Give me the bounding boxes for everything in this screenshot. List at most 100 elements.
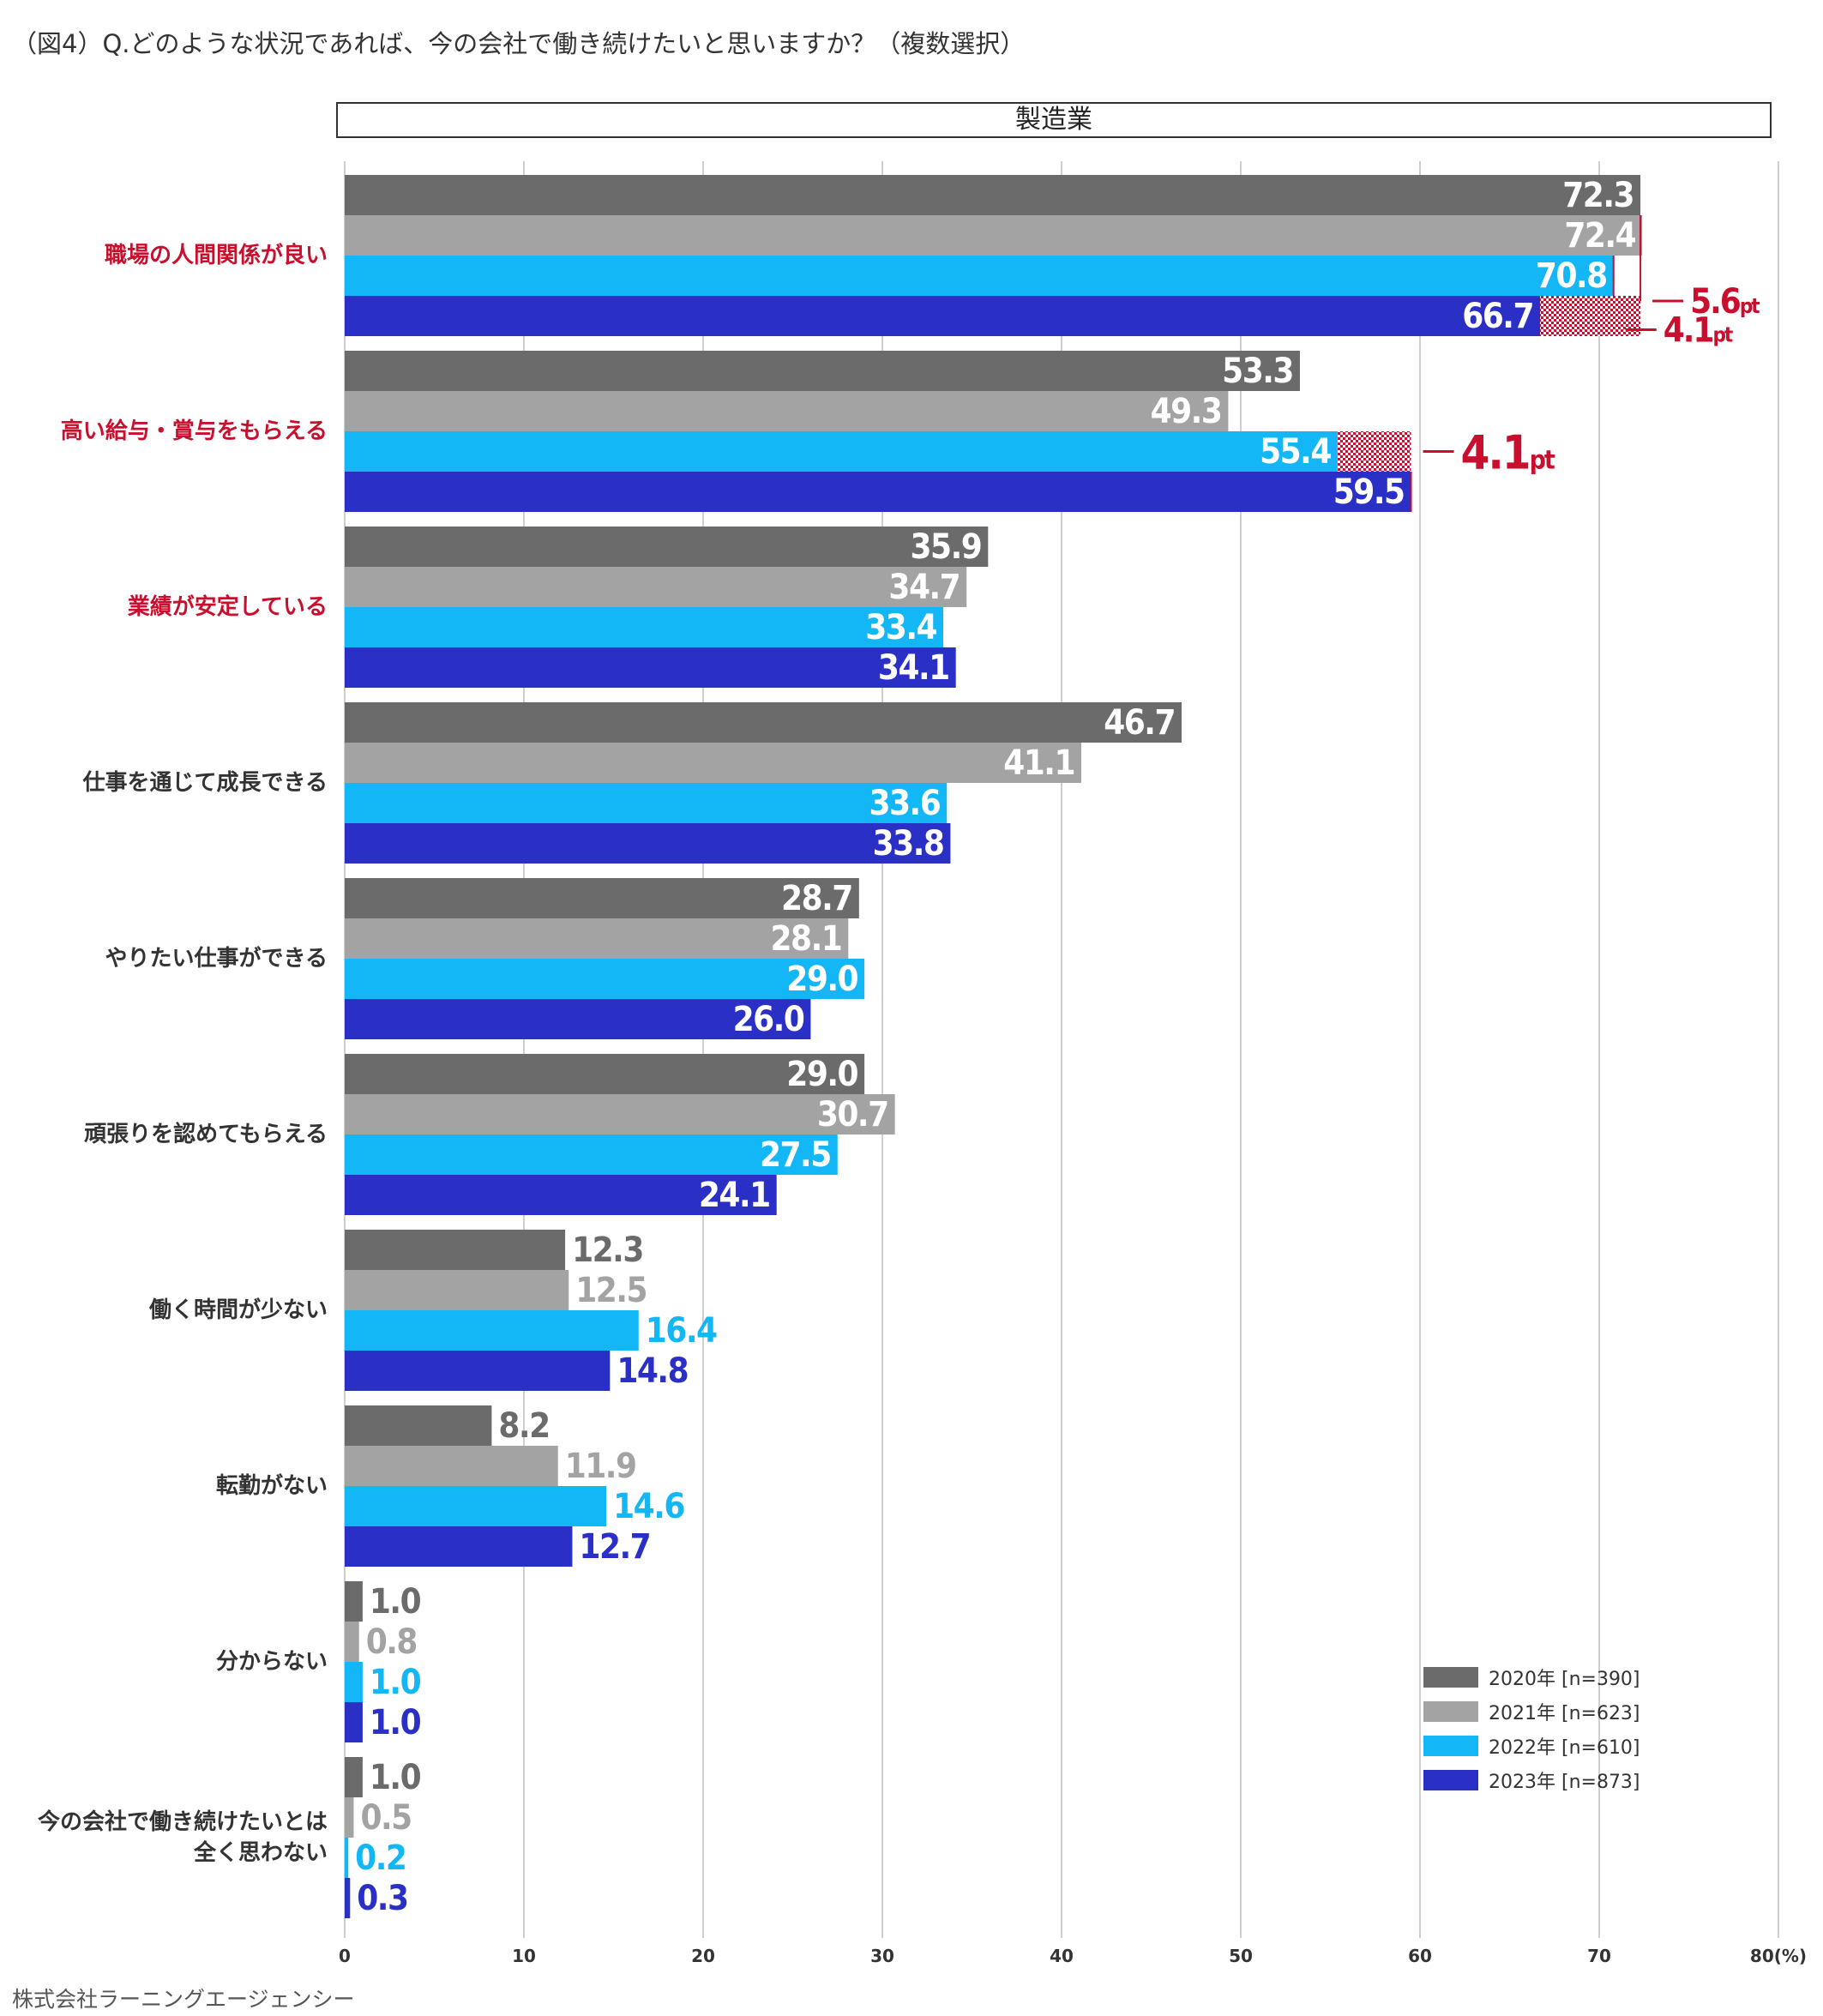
value-label-2022: 0.2 (355, 1838, 406, 1878)
category-label-line: 職場の人間関係が良い (104, 243, 328, 268)
category-label: 仕事を通じて成長できる (83, 767, 328, 798)
bar-2022 (345, 431, 1338, 472)
bar-2020 (345, 1757, 363, 1797)
value-label-2021: 41.1 (1003, 743, 1074, 783)
value-label-2022: 16.4 (646, 1311, 717, 1351)
x-axis-ticks: 0 10 20 30 40 50 60 70 80(%) (339, 1946, 1807, 1966)
x-tick-label: 0 (339, 1946, 351, 1966)
value-label-2023: 12.7 (579, 1527, 650, 1567)
value-label-2022: 55.4 (1260, 432, 1331, 472)
x-tick-label: 20 (691, 1946, 715, 1966)
value-label-2021: 11.9 (565, 1447, 636, 1486)
category-label: 分からない (216, 1646, 328, 1677)
bar-2022 (345, 1838, 349, 1878)
value-label-2022: 14.6 (613, 1487, 684, 1526)
x-tick-label: 80(%) (1750, 1946, 1807, 1966)
category-label-line: 全く思わない (193, 1840, 328, 1866)
bar-2023 (345, 1526, 573, 1567)
difference-unit: pt (1712, 323, 1732, 347)
bar-2023 (345, 647, 956, 688)
value-label-2021: 0.8 (366, 1622, 417, 1662)
bar-2023 (345, 823, 951, 864)
copyright-footer: 株式会社ラーニングエージェンシー (12, 1987, 355, 2012)
bar-2021 (345, 1622, 359, 1662)
category-label-line: 働く時間が少ない (148, 1297, 328, 1323)
value-label-2020: 28.7 (781, 879, 852, 918)
x-tick-label: 70 (1587, 1946, 1611, 1966)
difference-unit: pt (1530, 446, 1555, 476)
bar-2020 (345, 351, 1300, 391)
value-label-2020: 29.0 (786, 1055, 857, 1094)
legend-swatch (1423, 1736, 1478, 1756)
value-label-2023: 59.5 (1333, 472, 1405, 512)
value-label-2023: 26.0 (733, 1000, 804, 1039)
value-label-2023: 14.8 (617, 1351, 688, 1391)
value-label-2022: 29.0 (786, 960, 857, 999)
legend-swatch (1423, 1667, 1478, 1688)
bar-2021 (345, 1094, 895, 1134)
chart-title: （図4）Q.どのような状況であれば、今の会社で働き続けたいと思いますか？（複数選… (12, 29, 1026, 58)
value-label-2020: 8.2 (498, 1406, 549, 1446)
bar-2020 (345, 527, 989, 567)
bar-2023 (345, 1878, 351, 1918)
bar-2022 (345, 1310, 639, 1351)
bar-2020 (345, 1230, 566, 1270)
x-tick-label: 30 (870, 1946, 894, 1966)
bar-2021 (345, 1797, 354, 1838)
category-label-line: 高い給与・賞与をもらえる (60, 418, 328, 444)
value-label-2022: 70.8 (1536, 256, 1607, 296)
difference-fill (1337, 431, 1411, 472)
bar-2020 (345, 175, 1641, 215)
value-label-2021: 12.5 (575, 1271, 647, 1310)
value-label-2023: 66.7 (1462, 297, 1533, 336)
category-label: 今の会社で働き続けたいとは 全く思わない (38, 1807, 328, 1869)
bar-2020 (345, 878, 859, 918)
bar-2022 (345, 1134, 838, 1175)
bar-2021 (345, 391, 1229, 431)
bar-2023 (345, 296, 1541, 336)
legend-item-2020: 2020年 [n=390] (1423, 1660, 1640, 1694)
difference-unit: pt (1740, 294, 1760, 318)
category-label: 高い給与・賞与をもらえる (61, 416, 328, 447)
bar-2021 (345, 567, 967, 607)
industry-panel-label: 製造業 (336, 102, 1772, 138)
bar-2022 (345, 607, 944, 647)
legend-item-2023: 2023年 [n=873] (1423, 1763, 1640, 1797)
bar-2021 (345, 743, 1081, 783)
x-tick-label: 40 (1050, 1946, 1074, 1966)
value-label-2020: 53.3 (1222, 352, 1293, 391)
value-label-2021: 28.1 (770, 919, 841, 959)
bar-2020 (345, 1054, 865, 1094)
category-label-line: 仕事を通じて成長できる (82, 770, 328, 796)
value-label-2020: 35.9 (911, 527, 982, 567)
value-labels: 72.372.470.866.7 53.349.3 55.459.5 35.934.7… (355, 176, 1637, 1918)
value-label-2021: 49.3 (1151, 392, 1222, 431)
difference-fill (1540, 296, 1614, 336)
bar-2022 (345, 256, 1614, 296)
x-tick-label: 10 (512, 1946, 536, 1966)
difference-label: 4.1pt (1664, 311, 1733, 351)
value-label-2020: 72.3 (1562, 176, 1633, 215)
value-label-2022: 33.4 (865, 608, 936, 647)
value-label-2022: 1.0 (370, 1663, 421, 1702)
difference-value: 4.1 (1461, 426, 1530, 480)
bar-2021 (345, 1446, 558, 1486)
legend-label: 2023年 [n=873] (1489, 1772, 1640, 1793)
category-label: 業績が安定している (128, 592, 328, 623)
value-label-2020: 1.0 (370, 1758, 421, 1797)
value-label-2022: 33.6 (869, 784, 940, 823)
bar-2021 (345, 918, 849, 959)
bar-2023 (345, 472, 1411, 512)
bar-2020 (345, 702, 1182, 743)
legend-item-2022: 2022年 [n=610] (1423, 1729, 1640, 1763)
value-label-2021: 30.7 (817, 1095, 888, 1134)
value-label-2020: 1.0 (370, 1582, 421, 1622)
bar-2022 (345, 959, 865, 999)
bar-2020 (345, 1405, 492, 1446)
bar-2022 (345, 1662, 363, 1702)
value-label-2023: 0.3 (357, 1879, 407, 1918)
category-label: 転勤がない (216, 1471, 328, 1501)
category-label-line: 業績が安定している (127, 594, 328, 620)
category-label-line: 頑張りを認めてもらえる (84, 1122, 328, 1147)
